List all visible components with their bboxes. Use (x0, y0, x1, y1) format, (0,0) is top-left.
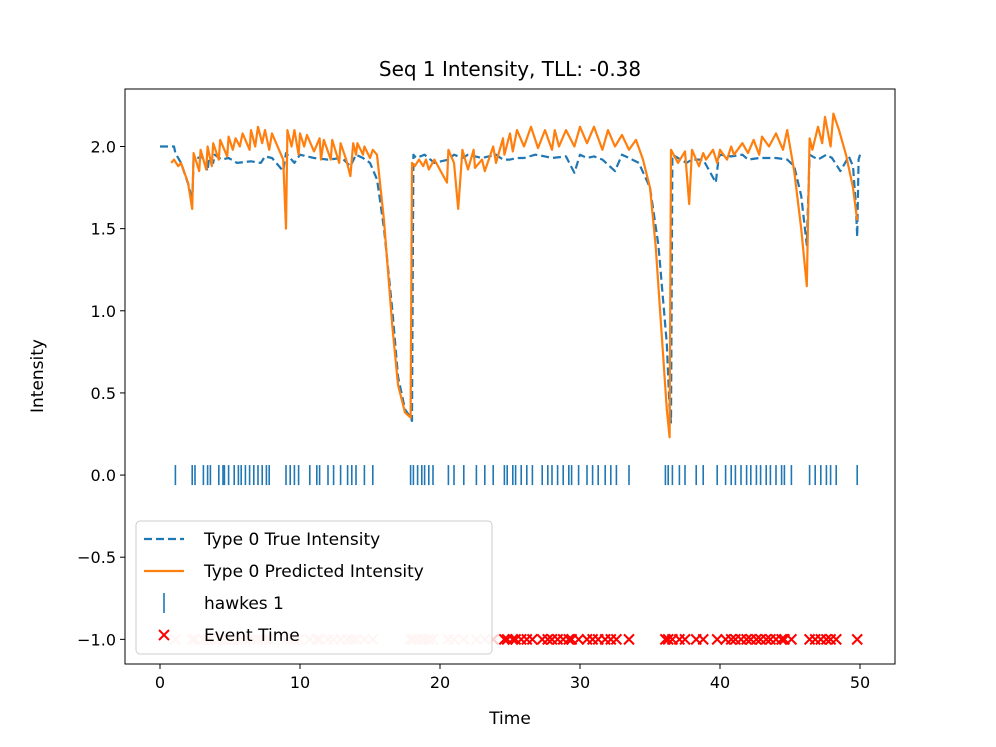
y-tick-label: 2.0 (91, 138, 116, 157)
legend-label: Type 0 Predicted Intensity (203, 562, 424, 582)
legend-label: hawkes 1 (204, 594, 284, 614)
event-time-marker (775, 633, 788, 646)
x-axis: 0 10 20 30 40 50 (155, 664, 870, 692)
legend: Type 0 True Intensity Type 0 Predicted In… (135, 520, 493, 655)
legend-item: Type 0 Predicted Intensity (144, 562, 424, 582)
event-time-marker (572, 633, 585, 646)
event-time-marker (623, 633, 635, 646)
y-tick-label: 0.0 (91, 466, 116, 485)
event-time-marker (679, 633, 691, 646)
x-axis-label: Time (488, 709, 531, 729)
event-time-marker (563, 633, 575, 646)
event-time-marker (610, 633, 623, 646)
x-tick-label: 30 (570, 673, 590, 692)
event-time-marker (820, 633, 833, 646)
legend-box (135, 520, 493, 655)
plot-frame (124, 88, 896, 665)
legend-label: Type 0 True Intensity (203, 530, 380, 550)
y-axis-label: Intensity (28, 339, 48, 413)
event-time-marker (830, 633, 842, 646)
true-intensity-line (160, 145, 862, 424)
y-tick-label: 1.0 (91, 302, 116, 321)
event-time-marker (725, 633, 737, 646)
event-time-marker (498, 633, 511, 646)
y-tick-label: 1.5 (91, 220, 116, 239)
legend-item: Event Time (158, 626, 300, 646)
event-time-marker (740, 633, 753, 646)
event-time-marker (760, 633, 772, 646)
x-tick-label: 40 (710, 673, 730, 692)
y-axis: −1.0 −0.5 0.0 0.5 1.0 1.5 2.0 (77, 138, 125, 649)
y-tick-label: −1.0 (77, 630, 116, 649)
event-time-marker (785, 633, 798, 646)
x-tick-label: 0 (155, 673, 165, 692)
event-time-marker (662, 633, 674, 646)
event-time-marker (750, 633, 763, 646)
x-tick-label: 20 (430, 673, 450, 692)
event-time-marker (542, 633, 554, 646)
event-time-marker (697, 633, 709, 646)
event-time-marker (507, 633, 519, 646)
legend-item: Type 0 True Intensity (144, 530, 380, 550)
legend-item: hawkes 1 (163, 593, 284, 614)
chart-title: Seq 1 Intensity, TLL: -0.38 (379, 57, 641, 81)
legend-label: Event Time (204, 626, 300, 646)
legend-swatch-x (158, 629, 170, 641)
event-time-marker (851, 633, 863, 646)
x-tick-label: 10 (290, 673, 310, 692)
predicted-intensity-line (170, 112, 859, 439)
event-time-marker (526, 633, 539, 646)
y-tick-label: 0.5 (91, 384, 116, 403)
x-tick-label: 50 (850, 673, 870, 692)
y-tick-label: −0.5 (77, 548, 116, 567)
event-time-marker (711, 633, 723, 646)
